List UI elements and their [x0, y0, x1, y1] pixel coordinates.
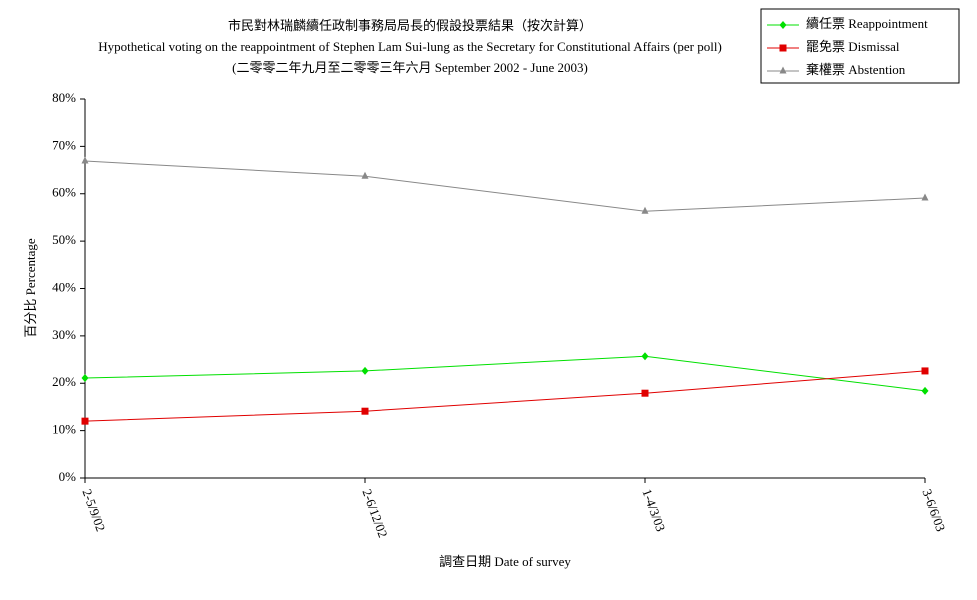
x-tick-label: 2-6/12/02 [359, 487, 390, 540]
point [921, 386, 929, 395]
y-tick-label: 70% [52, 137, 76, 152]
x-tick-label: 1-4/3/03 [639, 487, 668, 534]
chart-title: 市民對林瑞麟續任政制事務局局長的假設投票結果（按次計算） [228, 18, 592, 33]
point [779, 66, 787, 74]
series-line [84, 355, 926, 392]
point [641, 352, 649, 361]
y-tick-label: 0% [59, 469, 77, 484]
point [921, 193, 929, 201]
x-tick-label: 2-5/9/02 [79, 487, 108, 534]
point [361, 171, 369, 179]
point [81, 374, 89, 383]
y-tick-label: 60% [52, 185, 76, 200]
y-tick-label: 80% [52, 90, 76, 105]
point [779, 44, 787, 52]
y-tick-label: 10% [52, 422, 76, 437]
chart-subtitle: Hypothetical voting on the reappointment… [98, 39, 722, 54]
point [361, 366, 369, 375]
y-tick-label: 50% [52, 232, 76, 247]
y-axis-label: 百分比 Percentage [23, 238, 38, 338]
point [81, 417, 89, 425]
series-line [84, 370, 926, 422]
point [641, 206, 649, 214]
point [921, 367, 929, 375]
point [361, 407, 369, 415]
y-tick-label: 30% [52, 327, 76, 342]
series-line [84, 160, 926, 212]
y-tick-label: 40% [52, 279, 76, 294]
point [81, 156, 89, 164]
legend-label: 棄權票 Abstention [806, 62, 906, 77]
point [779, 21, 787, 29]
legend-label: 罷免票 Dismissal [806, 39, 900, 54]
x-axis-label: 調查日期 Date of survey [439, 554, 571, 569]
x-tick-label: 3-6/6/03 [919, 487, 948, 534]
y-tick-label: 20% [52, 374, 76, 389]
legend-label: 續任票 Reappointment [806, 16, 928, 31]
point [641, 389, 649, 397]
chart-subtitle: (二零零二年九月至二零零三年六月 September 2002 - June 2… [232, 60, 588, 75]
